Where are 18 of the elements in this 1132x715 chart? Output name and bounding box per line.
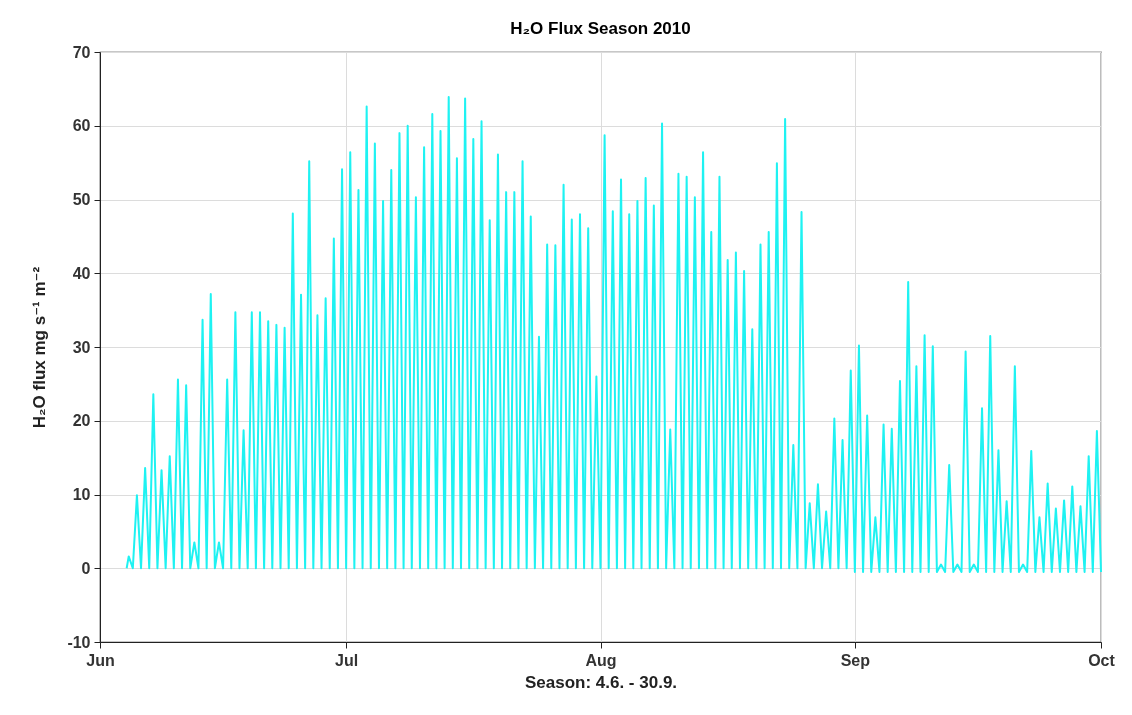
x-tick-label: Aug <box>585 651 617 669</box>
y-tick-label: 50 <box>72 191 91 208</box>
y-tick-label: 60 <box>72 117 91 135</box>
y-tick-label: 10 <box>72 486 91 503</box>
y-tick-label: 20 <box>72 412 91 430</box>
line-series <box>125 95 1102 573</box>
y-tick-label: 40 <box>72 264 91 282</box>
x-tick-label: Jul <box>335 651 359 669</box>
x-tick-label: Jun <box>86 651 115 669</box>
x-tick-label: Oct <box>1088 651 1116 669</box>
y-tick-label: 0 <box>81 559 91 577</box>
x-axis-title: Season: 4.6. - 30.9. <box>524 672 678 692</box>
x-tick-label: Sep <box>840 651 871 669</box>
y-tick-label: 30 <box>72 338 91 356</box>
chart-title: H₂O Flux Season 2010 <box>510 19 691 38</box>
y-tick-label: -10 <box>67 633 91 651</box>
y-axis-title: H₂O flux mg s⁻¹ m⁻² <box>30 266 50 429</box>
y-tick-label: 70 <box>72 43 91 61</box>
